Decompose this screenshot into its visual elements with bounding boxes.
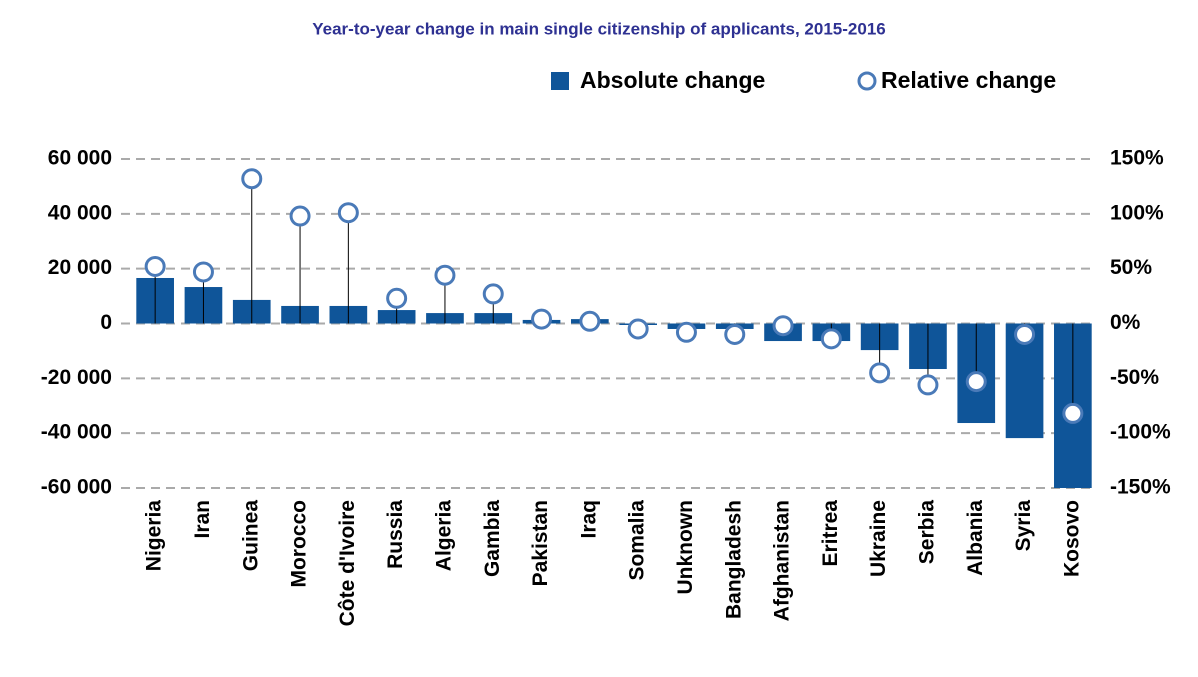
- dot: [434, 264, 456, 286]
- dot: [1014, 323, 1036, 345]
- dot: [241, 168, 263, 190]
- chart-title: Year-to-year change in main single citiz…: [312, 19, 885, 38]
- y-tick-label: 0: [100, 311, 112, 334]
- y-tick-label: 40 000: [48, 201, 112, 224]
- x-tick-label: Unknown: [674, 500, 697, 595]
- x-tick-label: Iran: [191, 500, 214, 539]
- dot: [820, 328, 842, 350]
- dot: [627, 318, 649, 340]
- dot: [482, 283, 504, 305]
- x-tick-label: Ukraine: [867, 500, 890, 577]
- x-tick-label: Albania: [964, 500, 987, 576]
- y-tick-label: 20 000: [48, 256, 112, 279]
- x-tick-label: Kosovo: [1060, 500, 1083, 577]
- dot: [531, 308, 553, 330]
- y-tick-label: 60 000: [48, 147, 112, 170]
- x-tick-label: Pakistan: [529, 500, 552, 586]
- y-tick-label: -60 000: [41, 476, 112, 499]
- y2-tick-label: 150%: [1110, 147, 1164, 170]
- dot: [869, 362, 891, 384]
- x-tick-label: Syria: [1012, 500, 1035, 552]
- x-tick-label: Algeria: [432, 500, 455, 572]
- x-tick-label: Côte d'Ivoire: [336, 500, 359, 626]
- y2-tick-label: 50%: [1110, 256, 1152, 279]
- y2-tick-label: 0%: [1110, 311, 1141, 334]
- dot: [724, 323, 746, 345]
- x-tick-label: Afghanistan: [771, 500, 794, 621]
- y2-tick-label: 100%: [1110, 201, 1164, 224]
- legend-label: Relative change: [881, 67, 1056, 93]
- x-tick-label: Eritrea: [819, 500, 842, 567]
- dot: [579, 310, 601, 332]
- legend-swatch: [857, 71, 877, 91]
- dot: [192, 261, 214, 283]
- legend-label: Absolute change: [580, 67, 765, 93]
- x-tick-label: Morocco: [288, 500, 311, 588]
- legend-swatch: [551, 72, 569, 90]
- y2-tick-label: -100%: [1110, 421, 1171, 444]
- x-tick-label: Serbia: [915, 500, 938, 565]
- dot: [965, 371, 987, 393]
- x-tick-label: Nigeria: [143, 500, 166, 572]
- y-tick-label: -40 000: [41, 421, 112, 444]
- y2-tick-label: -150%: [1110, 476, 1171, 499]
- x-tick-label: Russia: [384, 500, 407, 569]
- dot: [386, 287, 408, 309]
- y-tick-label: -20 000: [41, 366, 112, 389]
- dot: [1062, 402, 1084, 424]
- x-tick-label: Bangladesh: [722, 500, 745, 619]
- y2-tick-label: -50%: [1110, 366, 1159, 389]
- x-tick-label: Somalia: [626, 500, 649, 581]
- x-tick-label: Guinea: [239, 500, 262, 572]
- dot: [289, 205, 311, 227]
- x-tick-label: Gambia: [481, 500, 504, 577]
- x-tick-label: Iraq: [577, 500, 600, 539]
- dot: [772, 315, 794, 337]
- dot: [337, 202, 359, 224]
- dot: [144, 255, 166, 277]
- dot: [675, 321, 697, 343]
- dot: [917, 374, 939, 396]
